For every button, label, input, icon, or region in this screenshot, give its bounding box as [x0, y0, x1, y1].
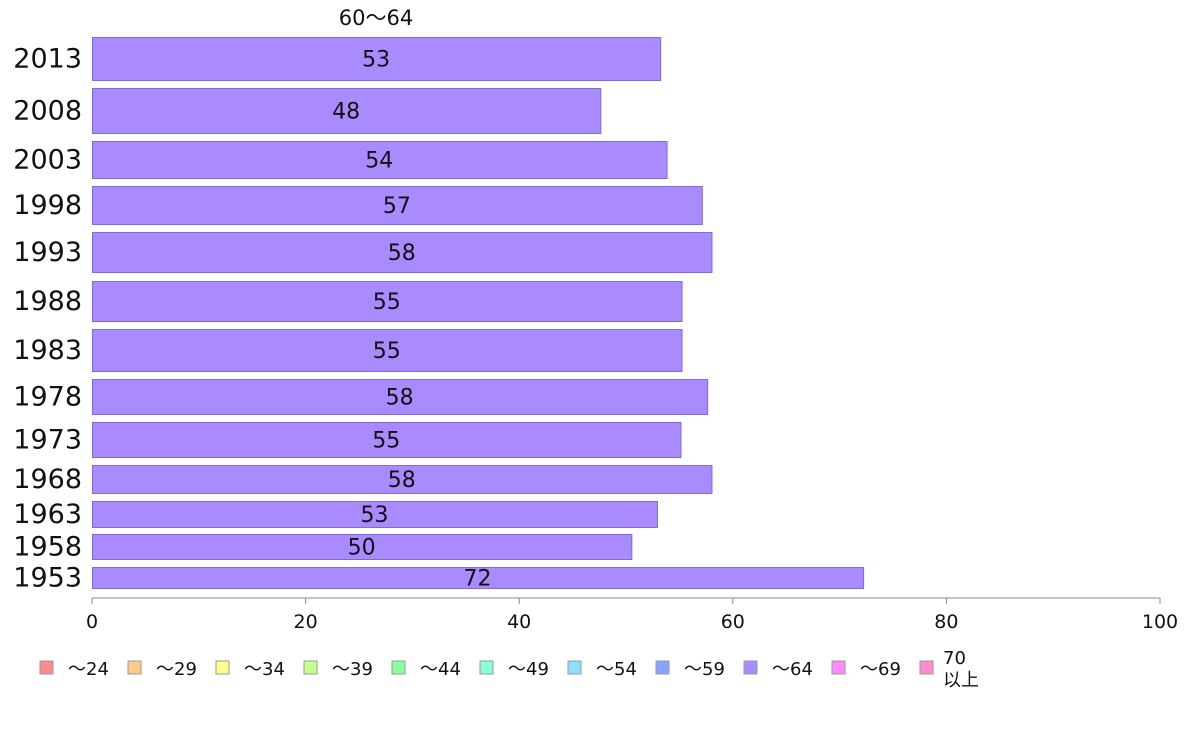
legend-swatch-1 [127, 660, 142, 675]
legend-swatch-5 [479, 660, 494, 675]
bar-1998 [92, 186, 703, 225]
value-label-1958: 50 [348, 536, 376, 561]
legend-swatch-0 [39, 660, 54, 675]
chart-title: 60〜64 [339, 6, 413, 30]
bar-1993 [92, 232, 713, 273]
bar-1963 [92, 501, 658, 528]
category-label-1998: 1998 [13, 190, 82, 221]
bar-1958 [92, 534, 633, 560]
category-label-1983: 1983 [13, 335, 82, 366]
category-label-1993: 1993 [13, 237, 82, 268]
legend-label-4: 〜44 [420, 659, 461, 680]
legend-swatch-7 [655, 660, 670, 675]
category-label-1958: 1958 [13, 532, 82, 563]
legend-label-8: 〜64 [772, 659, 813, 680]
legend-swatch-2 [215, 660, 230, 675]
legend-label-2: 〜34 [244, 659, 285, 680]
legend-swatch-8 [743, 660, 758, 675]
legend-label-10: 70 以上 [943, 648, 979, 691]
x-tick-label-80: 80 [934, 611, 958, 633]
value-label-1983: 55 [373, 339, 401, 364]
bar-2008 [92, 88, 602, 134]
legend-swatch-9 [831, 660, 846, 675]
x-tick-label-100: 100 [1142, 611, 1178, 633]
bar-1988 [92, 281, 683, 322]
category-label-1988: 1988 [13, 286, 82, 317]
value-label-1988: 55 [373, 290, 401, 315]
bar-1978 [92, 379, 709, 415]
legend-label-7: 〜59 [684, 659, 725, 680]
value-label-1953: 72 [464, 567, 492, 592]
value-label-1998: 57 [383, 194, 411, 219]
bar-2013 [92, 37, 662, 81]
value-label-2008: 48 [332, 100, 360, 125]
x-tick-label-0: 0 [86, 611, 98, 633]
category-label-1968: 1968 [13, 464, 82, 495]
bar-1983 [92, 329, 683, 372]
value-label-1968: 58 [388, 468, 416, 493]
legend-label-9: 〜69 [860, 659, 901, 680]
legend-label-1: 〜29 [156, 659, 197, 680]
category-label-1973: 1973 [13, 425, 82, 456]
value-label-1963: 53 [360, 503, 388, 528]
category-label-2003: 2003 [13, 145, 82, 176]
legend-swatch-4 [391, 660, 406, 675]
legend-label-6: 〜54 [596, 659, 637, 680]
x-tick-label-20: 20 [294, 611, 318, 633]
category-label-1978: 1978 [13, 382, 82, 413]
value-label-1993: 58 [388, 241, 416, 266]
legend-swatch-6 [567, 660, 582, 675]
bars-layer: 2013 53 2008 48 2003 54 1998 57 1993 58 1988 55 1983… [13, 37, 865, 594]
category-label-1963: 1963 [13, 499, 82, 530]
bar-2003 [92, 141, 668, 179]
legend-label-0: 〜24 [68, 659, 109, 680]
value-label-2003: 54 [365, 149, 393, 174]
value-label-2013: 53 [362, 48, 390, 73]
category-label-2008: 2008 [13, 96, 82, 127]
legend-label-5: 〜49 [508, 659, 549, 680]
legend-swatch-10 [919, 660, 934, 675]
legend-label-3: 〜39 [332, 659, 373, 680]
x-tick-label-40: 40 [507, 611, 531, 633]
value-label-1978: 58 [386, 386, 414, 411]
bar-1953 [92, 567, 865, 589]
value-label-1973: 55 [372, 429, 400, 454]
category-label-2013: 2013 [13, 44, 82, 75]
category-label-1953: 1953 [13, 563, 82, 594]
legend-swatch-3 [303, 660, 318, 675]
legend: 〜24 〜29 〜34 〜39 〜44 〜49 〜54 〜59 〜64 〜69 70 以上 [39, 648, 979, 691]
x-tick-label-60: 60 [721, 611, 745, 633]
bar-1973 [92, 422, 682, 458]
x-axis: 0 20 40 60 80 100 [86, 597, 1178, 633]
bar-1968 [92, 465, 713, 494]
